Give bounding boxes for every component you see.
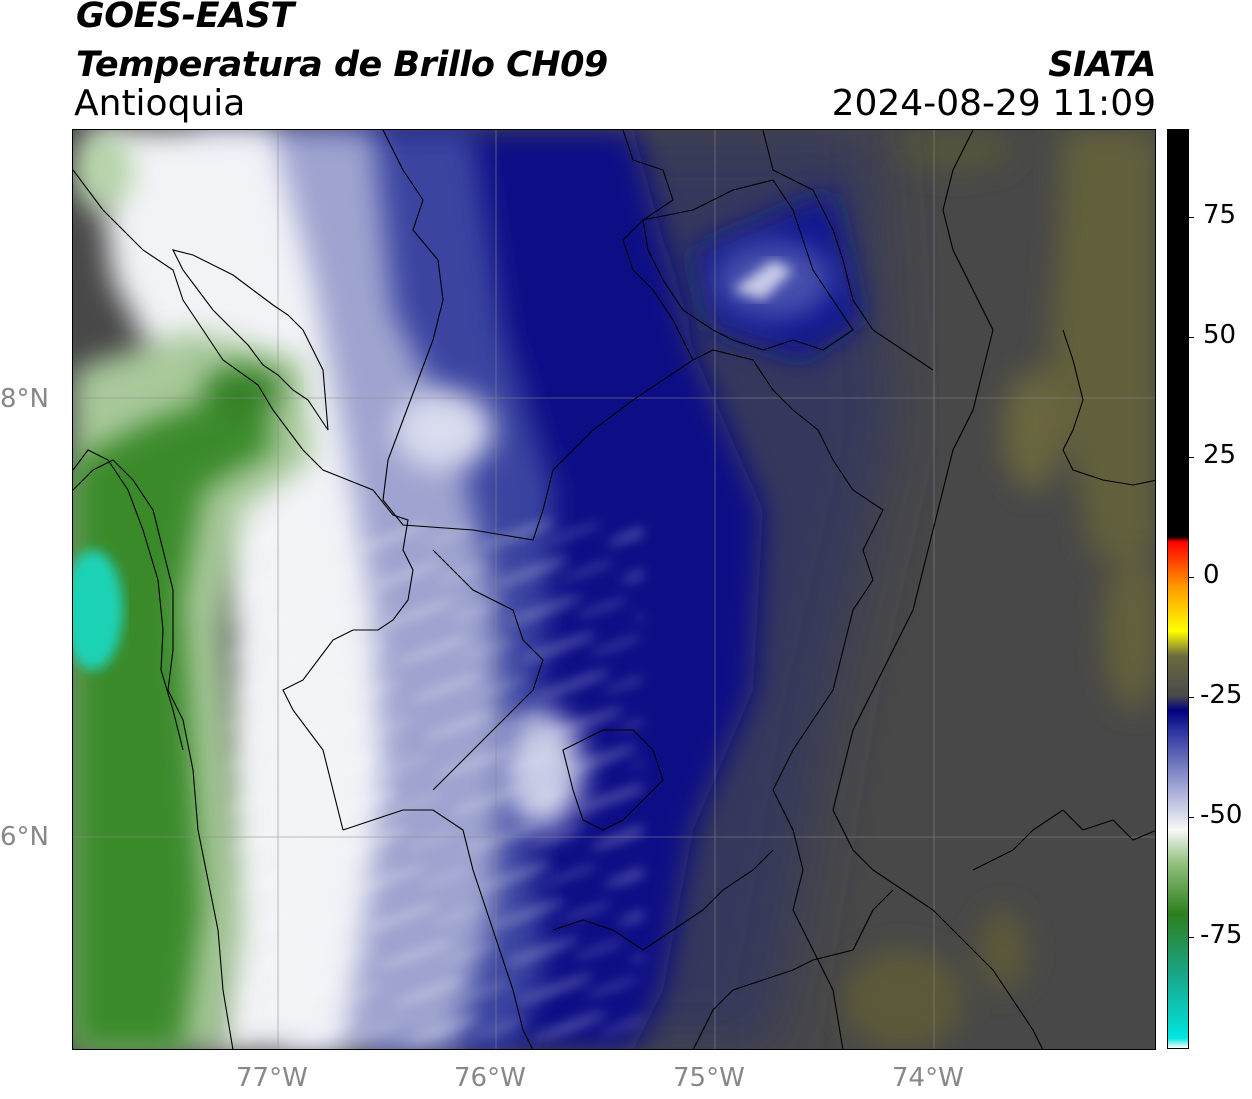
colorbar-label-25: 25 [1203,440,1237,470]
boyaca-border [972,809,1155,871]
colorbar-label-minus75: -75 [1200,920,1243,950]
santander-border [832,130,1044,1049]
coastline-uraba [73,169,414,831]
map-panel[interactable] [72,129,1156,1050]
colorbar-label-minus25: -25 [1200,680,1243,710]
field-ne-core [733,260,793,300]
east-river [1062,329,1155,486]
colorbar-tick-75 [1188,217,1194,218]
colorbar-label-75: 75 [1203,200,1237,230]
cundinamarca-border [692,889,894,1049]
caldas-border [552,849,774,951]
ne-enclave [642,179,854,351]
coastline-inner [73,449,184,751]
lon-label-76w: 76°W [454,1063,526,1093]
colorbar [1167,129,1189,1049]
colorbar-tick-25 [1188,457,1194,458]
antioquia-south [342,809,534,1049]
lat-label-6n: 6°N [0,822,49,852]
colorbar-tick-minus50 [1188,817,1194,818]
region-title: Antioquia [74,83,246,124]
colorbar-label-50: 50 [1203,320,1237,350]
antioquia-border [382,130,884,1049]
colorbar-tick-0 [1188,577,1194,578]
cordoba-border [622,130,694,361]
colorbar-label-0: 0 [1203,560,1220,590]
colorbar-tick-minus75 [1188,937,1194,938]
lon-label-75w: 75°W [673,1063,745,1093]
gulf-outline [171,249,329,431]
cloud-streaks [223,510,643,1049]
chocó-interior [432,549,544,791]
field-olive [843,130,1155,1049]
medellin-area [562,729,664,831]
satellite-title: GOES-EAST [76,0,294,36]
organization-label: SIATA [1048,45,1156,85]
colorbar-label-minus50: -50 [1200,800,1243,830]
lat-label-8n: 8°N [0,384,49,414]
colorbar-tick-minus25 [1188,697,1194,698]
lon-label-77w: 77°W [236,1063,308,1093]
bolivar-border [762,130,934,371]
datetime-label: 2024-08-29 11:09 [831,83,1156,124]
coastline-pacific [73,459,234,1049]
product-title: Temperatura de Brillo CH09 [76,45,608,85]
boundaries [73,130,1155,1049]
field-green [73,365,283,1049]
colorbar-tick-50 [1188,337,1194,338]
field-cold-cyan [73,550,123,670]
brightness-temperature-map [73,130,1155,1049]
lon-label-74w: 74°W [892,1063,964,1093]
